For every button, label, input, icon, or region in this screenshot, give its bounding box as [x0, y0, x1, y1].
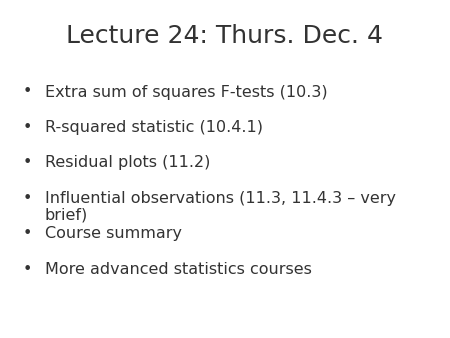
Text: Course summary: Course summary — [45, 226, 182, 241]
Text: R-squared statistic (10.4.1): R-squared statistic (10.4.1) — [45, 120, 263, 135]
Text: •: • — [22, 191, 32, 206]
Text: More advanced statistics courses: More advanced statistics courses — [45, 262, 312, 277]
Text: Lecture 24: Thurs. Dec. 4: Lecture 24: Thurs. Dec. 4 — [67, 24, 383, 48]
Text: •: • — [22, 120, 32, 135]
Text: •: • — [22, 262, 32, 277]
Text: •: • — [22, 226, 32, 241]
Text: Extra sum of squares F-tests (10.3): Extra sum of squares F-tests (10.3) — [45, 84, 328, 99]
Text: •: • — [22, 84, 32, 99]
Text: Influential observations (11.3, 11.4.3 – very: Influential observations (11.3, 11.4.3 –… — [45, 191, 396, 206]
Text: Residual plots (11.2): Residual plots (11.2) — [45, 155, 211, 170]
Text: brief): brief) — [45, 207, 88, 222]
Text: •: • — [22, 155, 32, 170]
